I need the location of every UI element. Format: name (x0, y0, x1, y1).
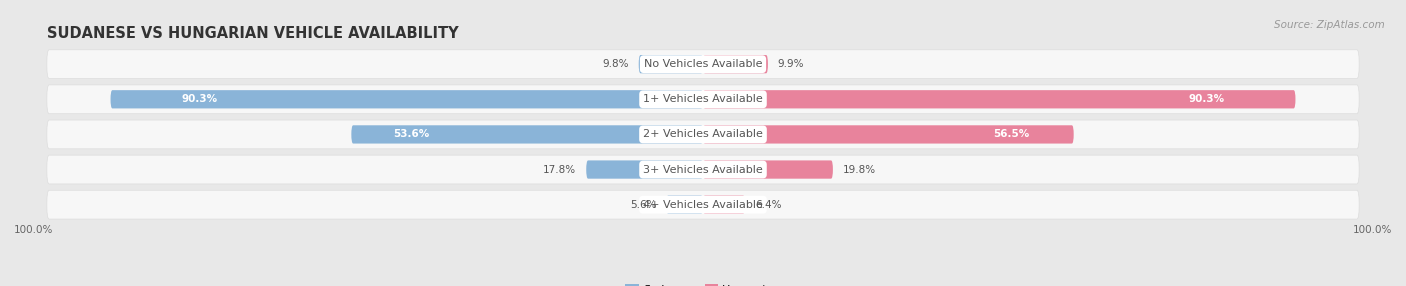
Text: 3+ Vehicles Available: 3+ Vehicles Available (643, 164, 763, 174)
FancyBboxPatch shape (703, 160, 832, 179)
Text: 17.8%: 17.8% (543, 164, 576, 174)
Text: 4+ Vehicles Available: 4+ Vehicles Available (643, 200, 763, 210)
FancyBboxPatch shape (46, 155, 1360, 184)
Text: 90.3%: 90.3% (1188, 94, 1225, 104)
Text: No Vehicles Available: No Vehicles Available (644, 59, 762, 69)
FancyBboxPatch shape (586, 160, 703, 179)
FancyBboxPatch shape (46, 120, 1360, 149)
FancyBboxPatch shape (352, 125, 703, 144)
Text: 6.4%: 6.4% (755, 200, 782, 210)
FancyBboxPatch shape (46, 50, 1360, 79)
Text: 100.0%: 100.0% (1353, 225, 1392, 235)
Text: Source: ZipAtlas.com: Source: ZipAtlas.com (1274, 20, 1385, 30)
Text: 2+ Vehicles Available: 2+ Vehicles Available (643, 130, 763, 139)
FancyBboxPatch shape (703, 125, 1074, 144)
Text: 53.6%: 53.6% (394, 130, 430, 139)
FancyBboxPatch shape (638, 55, 703, 73)
Text: 9.9%: 9.9% (778, 59, 804, 69)
FancyBboxPatch shape (111, 90, 703, 108)
Text: 1+ Vehicles Available: 1+ Vehicles Available (643, 94, 763, 104)
Text: SUDANESE VS HUNGARIAN VEHICLE AVAILABILITY: SUDANESE VS HUNGARIAN VEHICLE AVAILABILI… (46, 26, 458, 41)
FancyBboxPatch shape (666, 196, 703, 214)
FancyBboxPatch shape (703, 55, 768, 73)
Text: 5.6%: 5.6% (630, 200, 657, 210)
Text: 90.3%: 90.3% (181, 94, 218, 104)
Text: 56.5%: 56.5% (993, 130, 1029, 139)
Text: 9.8%: 9.8% (602, 59, 628, 69)
Legend: Sudanese, Hungarian: Sudanese, Hungarian (621, 280, 785, 286)
FancyBboxPatch shape (703, 90, 1295, 108)
Text: 100.0%: 100.0% (14, 225, 53, 235)
FancyBboxPatch shape (46, 190, 1360, 219)
Text: 19.8%: 19.8% (842, 164, 876, 174)
FancyBboxPatch shape (46, 85, 1360, 114)
FancyBboxPatch shape (703, 196, 745, 214)
